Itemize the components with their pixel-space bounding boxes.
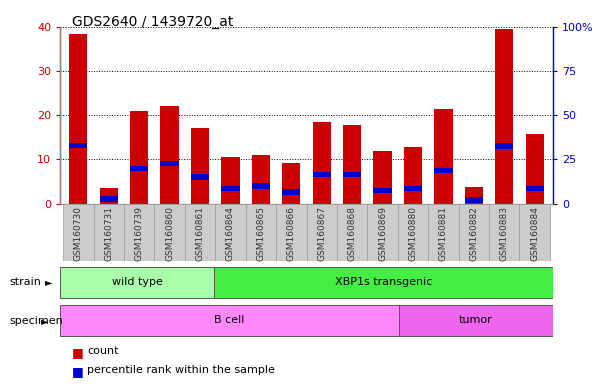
Bar xyxy=(185,204,215,261)
Text: wild type: wild type xyxy=(112,276,162,286)
Text: GSM160867: GSM160867 xyxy=(317,207,326,262)
Bar xyxy=(428,204,459,261)
Text: ►: ► xyxy=(41,316,48,326)
Bar xyxy=(69,33,88,204)
Bar xyxy=(313,122,331,204)
Bar xyxy=(404,147,422,204)
Bar xyxy=(495,144,513,149)
Bar xyxy=(69,142,88,148)
Bar xyxy=(459,204,489,261)
Text: GSM160884: GSM160884 xyxy=(530,207,539,261)
Bar xyxy=(282,163,300,204)
Bar xyxy=(313,172,331,177)
Bar xyxy=(519,204,550,261)
Text: GSM160731: GSM160731 xyxy=(105,207,113,262)
Bar xyxy=(282,189,300,195)
Bar xyxy=(160,161,178,166)
Bar xyxy=(495,29,513,204)
Text: GSM160860: GSM160860 xyxy=(165,207,174,262)
Text: GSM160730: GSM160730 xyxy=(74,207,83,262)
Bar xyxy=(154,204,185,261)
Text: GSM160865: GSM160865 xyxy=(257,207,266,262)
Text: B cell: B cell xyxy=(215,315,245,325)
Text: GSM160880: GSM160880 xyxy=(409,207,418,262)
Text: GSM160869: GSM160869 xyxy=(378,207,387,262)
Bar xyxy=(404,186,422,191)
Bar xyxy=(465,187,483,204)
Bar xyxy=(252,155,270,204)
Bar xyxy=(307,204,337,261)
Bar xyxy=(276,204,307,261)
Bar xyxy=(373,188,392,193)
Bar xyxy=(94,204,124,261)
Text: specimen: specimen xyxy=(9,316,63,326)
Bar xyxy=(343,125,361,204)
Bar xyxy=(399,305,553,336)
Text: GSM160739: GSM160739 xyxy=(135,207,144,262)
Text: GSM160864: GSM160864 xyxy=(226,207,235,261)
Bar xyxy=(160,106,178,204)
Bar xyxy=(252,183,270,189)
Bar xyxy=(435,109,453,204)
Bar xyxy=(337,204,367,261)
Bar xyxy=(130,166,148,171)
Text: GSM160881: GSM160881 xyxy=(439,207,448,262)
Bar xyxy=(60,267,214,298)
Text: GSM160861: GSM160861 xyxy=(195,207,204,262)
Text: GDS2640 / 1439720_at: GDS2640 / 1439720_at xyxy=(72,15,234,29)
Bar xyxy=(435,168,453,174)
Bar xyxy=(63,204,94,261)
Bar xyxy=(130,111,148,204)
Bar xyxy=(465,197,483,203)
Text: GSM160883: GSM160883 xyxy=(500,207,508,262)
Bar xyxy=(246,204,276,261)
Bar xyxy=(525,134,544,204)
Bar xyxy=(398,204,428,261)
Bar xyxy=(124,204,154,261)
Text: count: count xyxy=(87,346,118,356)
Text: GSM160868: GSM160868 xyxy=(347,207,356,262)
Text: strain: strain xyxy=(9,277,41,287)
Bar xyxy=(373,151,392,204)
Text: GSM160866: GSM160866 xyxy=(287,207,296,262)
Bar xyxy=(343,172,361,177)
Text: ■: ■ xyxy=(72,365,84,378)
Text: ■: ■ xyxy=(72,346,84,359)
Bar xyxy=(100,188,118,204)
Bar xyxy=(215,204,246,261)
Bar xyxy=(489,204,519,261)
Bar xyxy=(100,197,118,202)
Text: percentile rank within the sample: percentile rank within the sample xyxy=(87,365,275,375)
Text: ►: ► xyxy=(45,277,52,287)
Bar xyxy=(60,305,399,336)
Bar xyxy=(221,186,240,191)
Bar xyxy=(214,267,553,298)
Text: XBP1s transgenic: XBP1s transgenic xyxy=(335,276,432,286)
Bar xyxy=(367,204,398,261)
Text: tumor: tumor xyxy=(459,315,493,325)
Bar xyxy=(191,174,209,180)
Bar xyxy=(221,157,240,204)
Text: GSM160882: GSM160882 xyxy=(469,207,478,261)
Bar xyxy=(525,186,544,191)
Bar xyxy=(191,127,209,204)
